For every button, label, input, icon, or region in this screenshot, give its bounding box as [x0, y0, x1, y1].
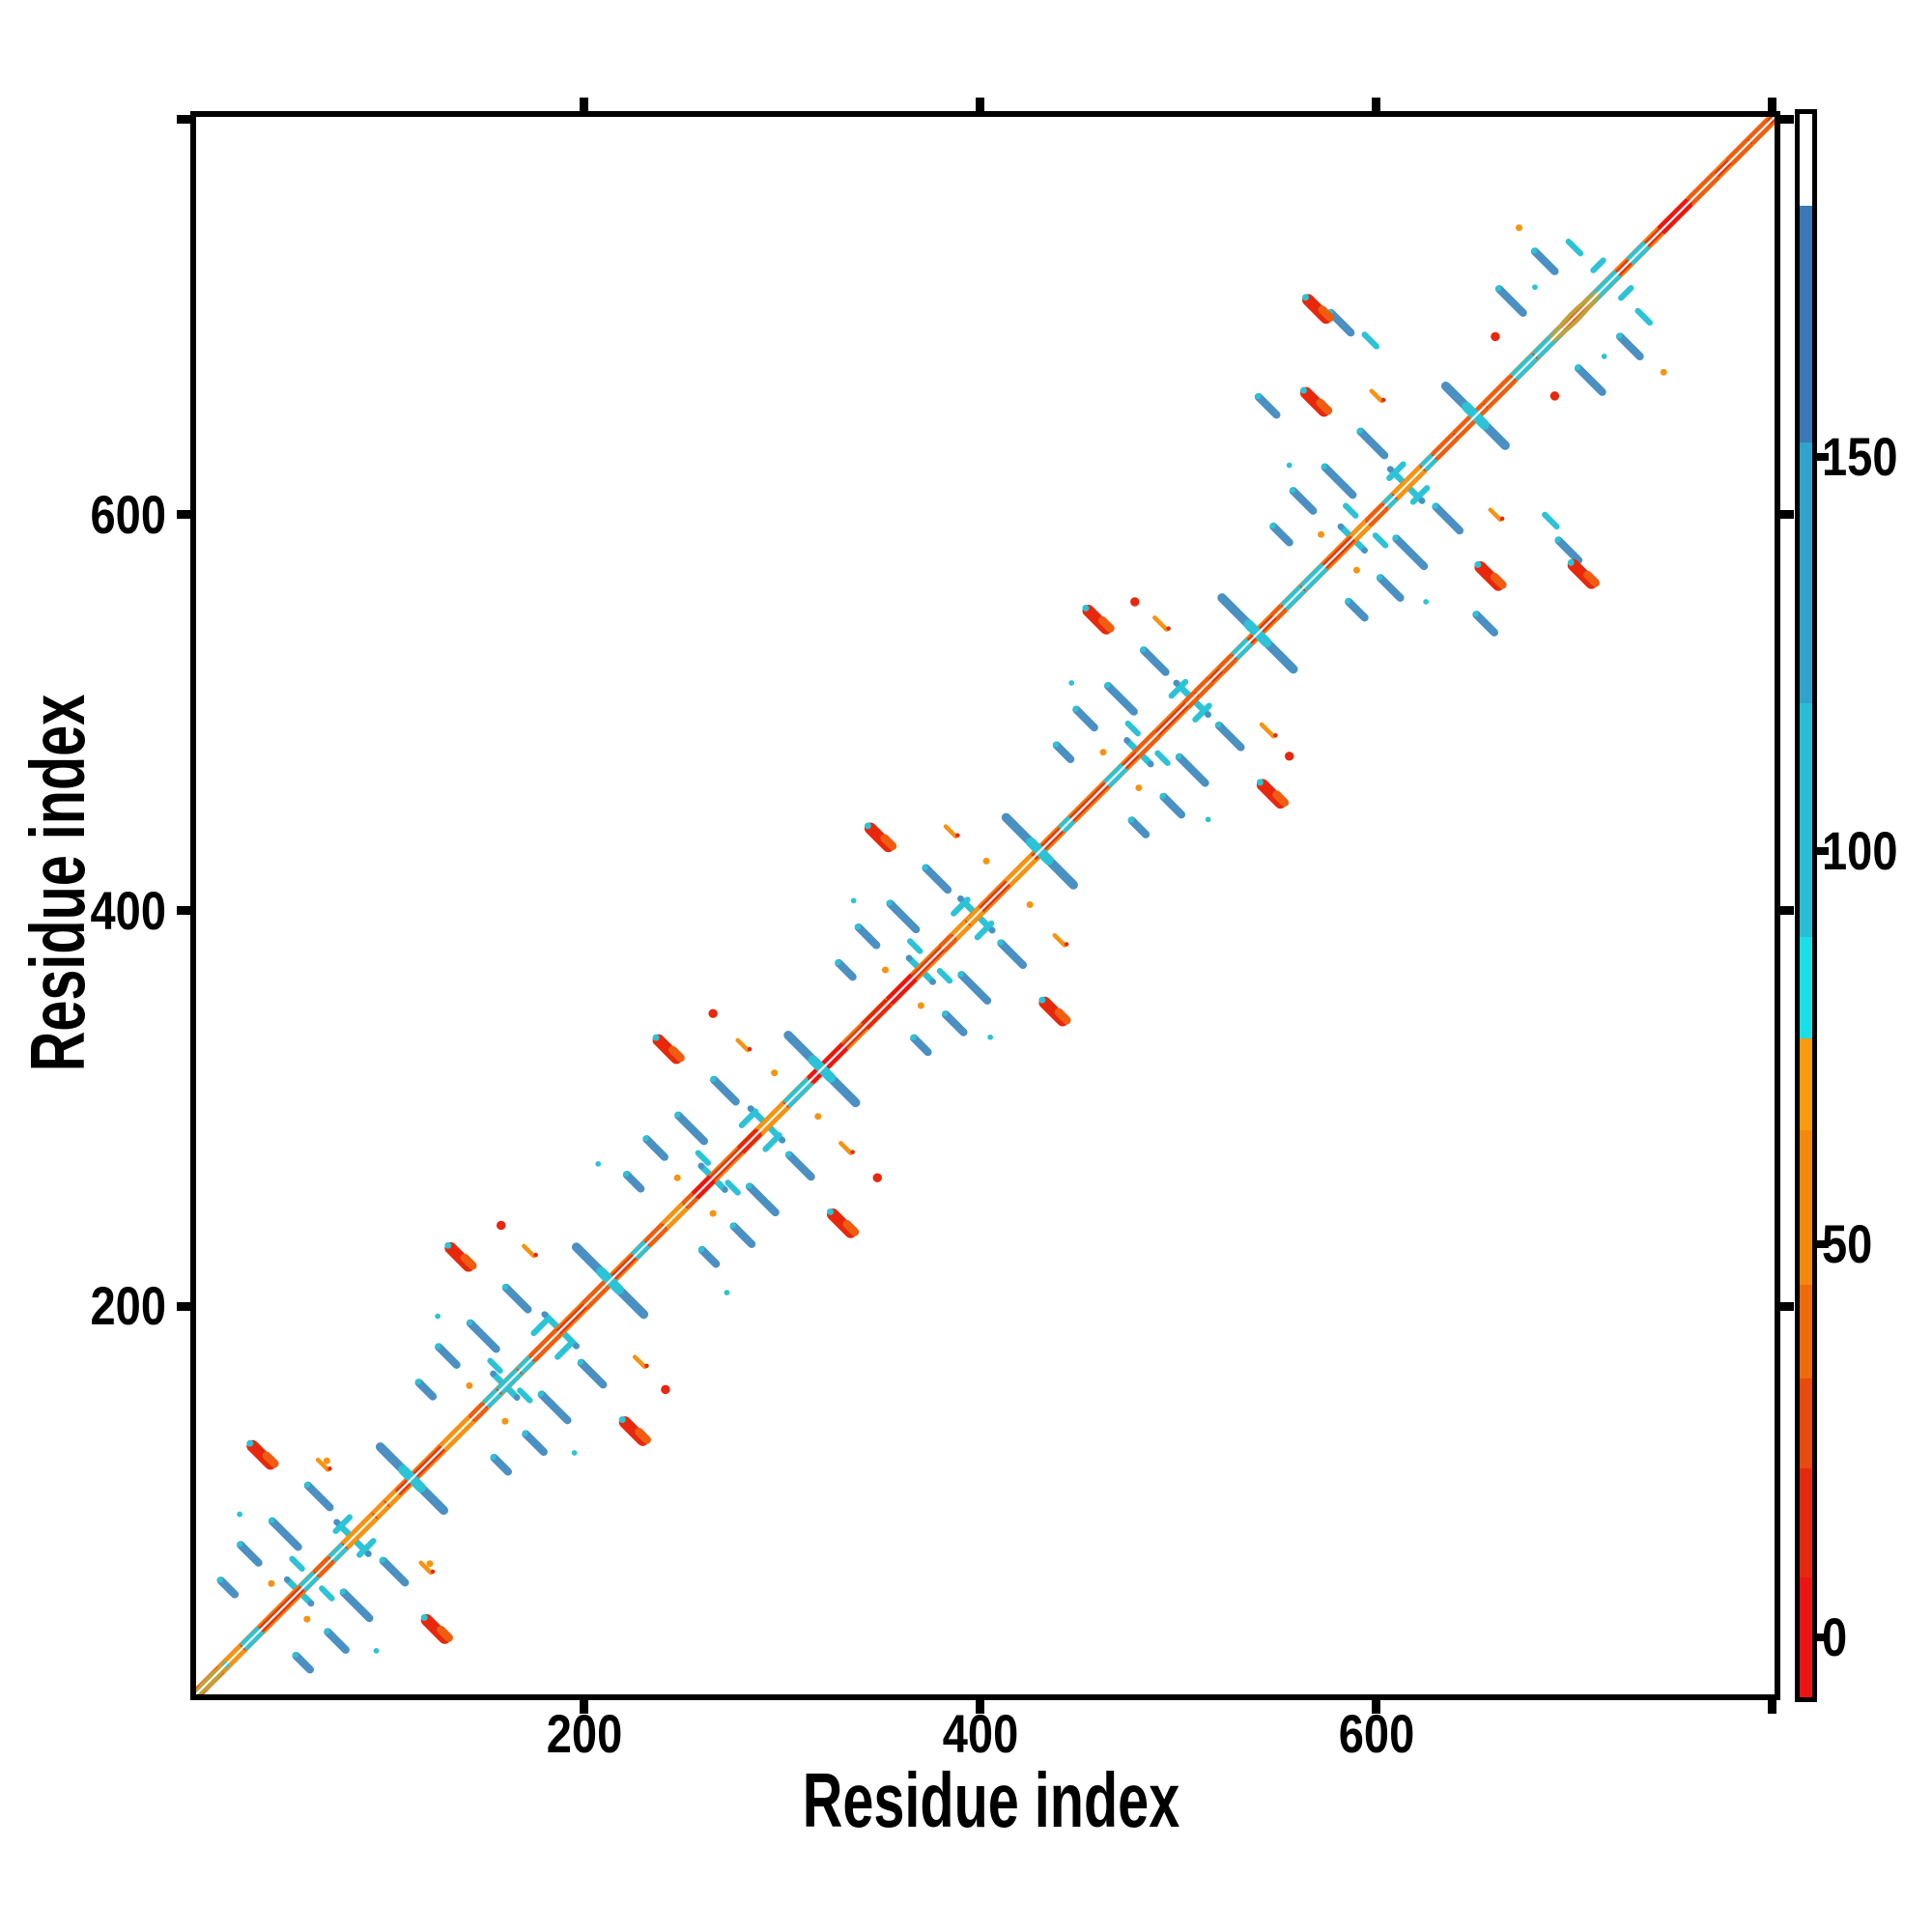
y-axis-tick: [177, 1301, 190, 1311]
x-axis-label: Residue index: [802, 1757, 1180, 1843]
y-tick-label: 400: [90, 879, 166, 941]
y-axis-right-tick: [1780, 510, 1794, 520]
x-axis-top-tick: [1768, 98, 1777, 111]
y-axis-right-tick: [1780, 114, 1794, 124]
colorbar-tick: [1817, 1239, 1829, 1248]
colorbar-tick-label: 150: [1822, 426, 1898, 488]
y-tick-label: 200: [90, 1275, 166, 1337]
x-axis-tick: [580, 1700, 589, 1714]
y-axis-tick: [177, 906, 190, 916]
x-axis-tick: [1372, 1700, 1381, 1714]
y-axis-right-tick: [1780, 1301, 1794, 1311]
colorbar-tick-label: 100: [1822, 819, 1898, 881]
colorbar-tick: [1817, 846, 1829, 855]
colorbar-tick-label: 50: [1822, 1212, 1873, 1274]
x-axis-top-tick: [1372, 98, 1381, 111]
colorbar-frame: [1795, 109, 1817, 1702]
y-axis-tick: [177, 114, 190, 124]
x-tick-label: 200: [546, 1703, 623, 1764]
colorbar-gradient: [1800, 114, 1812, 1697]
y-axis-tick: [177, 510, 190, 520]
contact-map: [196, 117, 1775, 1694]
x-axis-tick: [1768, 1700, 1777, 1714]
colorbar-tick-label: 0: [1822, 1606, 1848, 1667]
x-axis-top-tick: [976, 98, 985, 111]
y-tick-label: 600: [90, 483, 166, 545]
x-axis-top-tick: [580, 98, 589, 111]
y-axis-right-tick: [1780, 906, 1794, 916]
colorbar-tick: [1817, 453, 1829, 462]
colorbar-tick: [1817, 1634, 1829, 1641]
x-axis-tick: [976, 1700, 985, 1714]
x-tick-label: 400: [942, 1703, 1019, 1764]
x-tick-label: 600: [1338, 1703, 1415, 1764]
